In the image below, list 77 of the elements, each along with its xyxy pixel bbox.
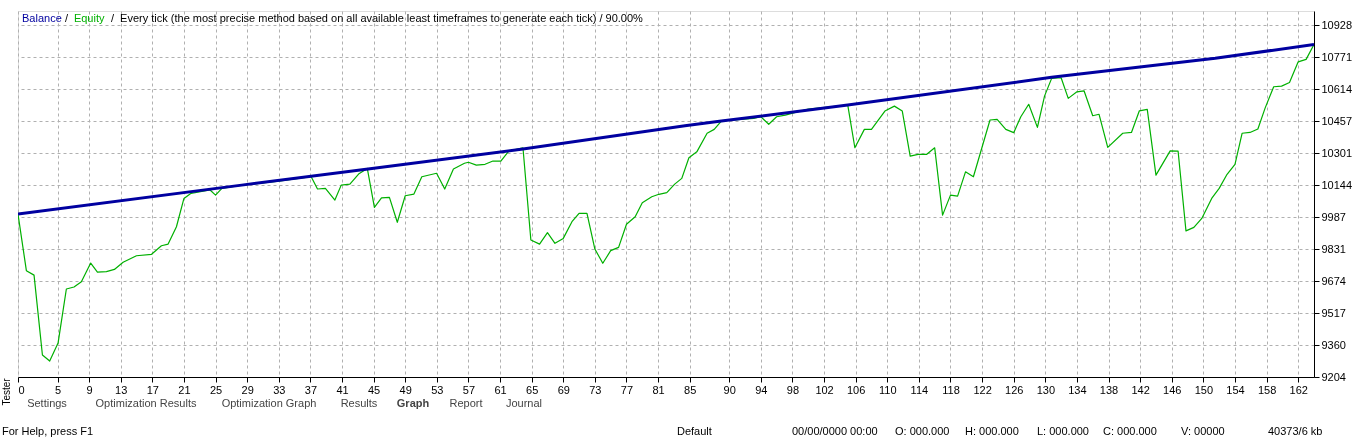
text: For Help, press F1: [2, 425, 94, 437]
x-tick-label: 0: [18, 383, 25, 396]
text: Report: [449, 397, 483, 409]
text: H: 000.000: [965, 425, 1019, 437]
x-tick-label: 150: [1194, 383, 1214, 396]
x-tick-label: 114: [910, 383, 929, 396]
x-tick-label: 94: [755, 383, 768, 396]
text: Settings: [27, 397, 68, 409]
y-tick-label: 9517: [1321, 306, 1346, 319]
x-tick-label: 57: [462, 383, 476, 396]
x-tick-label: 25: [209, 383, 223, 396]
y-tick-label: 9204: [1321, 370, 1346, 383]
x-tick-label: 5: [54, 383, 62, 396]
y-tick-label: 10301: [1321, 146, 1353, 159]
y-tick-label: 9987: [1321, 210, 1346, 223]
x-tick-label: 61: [494, 383, 507, 396]
x-tick-label: 102: [815, 383, 834, 396]
text: Optimization Results: [95, 397, 197, 409]
y-tick-label: 10614: [1321, 82, 1353, 95]
x-tick-label: 49: [399, 383, 412, 396]
annotation: /: [64, 12, 69, 24]
x-tick-label: 138: [1099, 383, 1119, 396]
x-tick-label: 37: [304, 383, 318, 396]
y-tick-label: 10144: [1321, 178, 1353, 191]
text: V: 00000: [1181, 425, 1225, 437]
text: Balance: [22, 12, 62, 24]
y-tick-label: 9831: [1321, 242, 1346, 255]
x-tick-label: 158: [1257, 383, 1277, 396]
text: Tester: [1, 377, 12, 406]
x-tick-label: 118: [942, 383, 960, 396]
text: Graph: [396, 397, 430, 409]
annotation: /: [111, 12, 116, 24]
y-tick-label: 9360: [1321, 338, 1346, 351]
y-tick-label: 10928: [1321, 18, 1353, 31]
x-tick-label: 162: [1289, 383, 1308, 396]
x-tick-label: 45: [367, 383, 381, 396]
x-tick-label: 65: [526, 383, 539, 396]
text: L: 000.000: [1037, 425, 1089, 437]
x-tick-label: 69: [557, 383, 570, 396]
line-series: [18, 43, 1314, 362]
x-tick-label: 13: [115, 383, 128, 396]
x-tick-label: 110: [878, 383, 897, 396]
x-tick-label: 142: [1131, 383, 1150, 396]
x-tick-label: 122: [973, 383, 992, 396]
x-tick-label: 41: [336, 383, 349, 396]
x-tick-label: 9: [86, 383, 93, 396]
x-tick-label: 29: [241, 383, 254, 396]
x-tick-label: 17: [146, 383, 159, 396]
x-tick-label: 154: [1226, 383, 1245, 396]
x-tick-label: 33: [273, 383, 286, 396]
x-tick-label: 126: [1005, 383, 1024, 396]
x-tick-label: 73: [589, 383, 602, 396]
x-tick-label: 146: [1163, 383, 1182, 396]
text: Optimization Graph: [221, 397, 317, 409]
text: Results: [340, 397, 378, 409]
x-tick-label: 106: [846, 383, 866, 396]
line-series: [18, 42, 1314, 216]
text: C: 000.000: [1103, 425, 1157, 437]
text: O: 000.000: [895, 425, 950, 437]
x-tick-label: 85: [684, 383, 697, 396]
x-tick-label: 77: [620, 383, 634, 396]
x-tick-label: 81: [652, 383, 665, 396]
x-tick-label: 98: [786, 383, 800, 396]
text: 40373/6 kb: [1268, 425, 1323, 437]
text: Equity: [73, 12, 105, 24]
x-tick-label: 21: [178, 383, 191, 396]
x-tick-label: 134: [1068, 383, 1087, 396]
x-tick-label: 90: [723, 383, 736, 396]
x-tick-label: 53: [431, 383, 444, 396]
text: 00/00/0000 00:00: [792, 425, 878, 437]
x-tick-label: 130: [1036, 383, 1055, 396]
text: Journal: [505, 397, 543, 409]
chart-title: Every tick (the most precise method based on all available least timeframes to generate each tick) / 90.00%: [120, 12, 644, 24]
y-tick-label: 10457: [1321, 114, 1353, 127]
y-tick-label: 9674: [1321, 274, 1346, 287]
text: Default: [677, 425, 712, 437]
y-tick-label: 10771: [1321, 50, 1353, 63]
